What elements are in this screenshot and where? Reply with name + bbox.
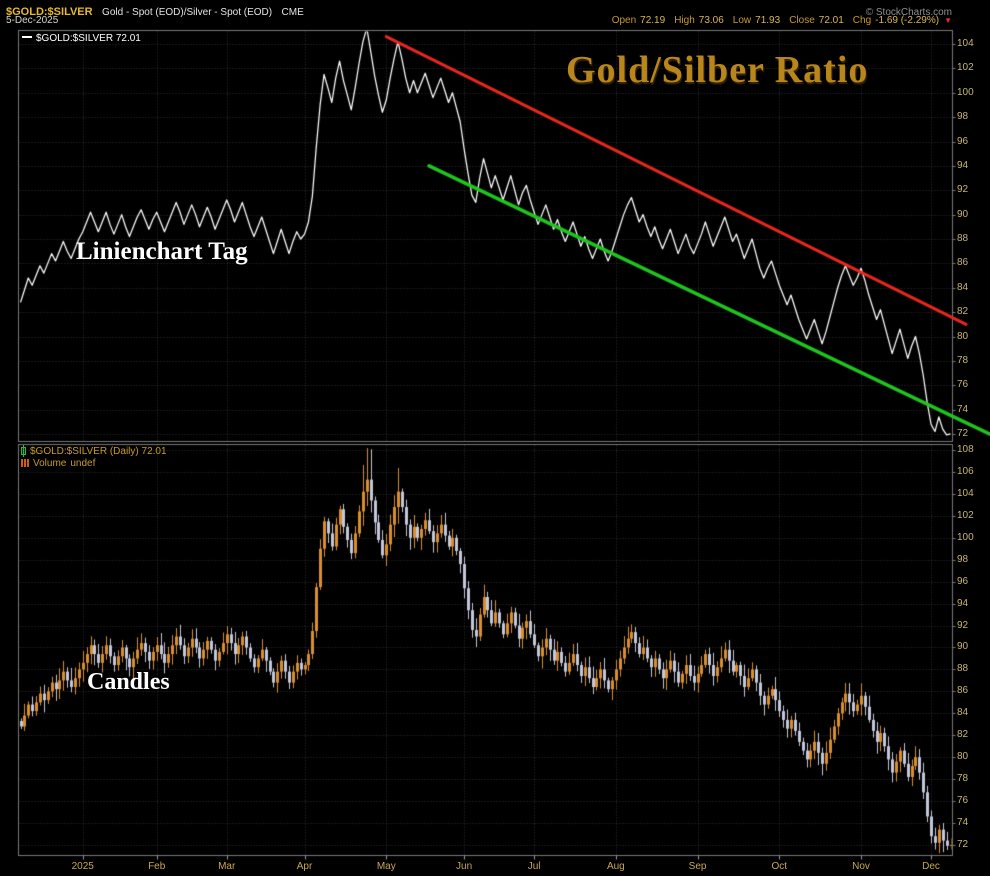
close-value: 72.01 — [818, 15, 844, 26]
change-value: -1.69 (-2.29%) — [875, 15, 940, 26]
candle-series-label: $GOLD:$SILVER (Daily) 72.01 — [30, 446, 167, 457]
volume-value: undef — [70, 458, 96, 469]
ticker-symbol: $GOLD:$SILVER — [6, 6, 93, 18]
line-panel-legend: $GOLD:$SILVER 72.01 — [22, 33, 141, 44]
volume-label: Volume — [33, 458, 67, 469]
low-value: 71.93 — [755, 15, 781, 26]
candle-panel-legend: $GOLD:$SILVER (Daily) 72.01 Volume undef — [21, 445, 167, 470]
open-value: 72.19 — [640, 15, 666, 26]
close-label: Close — [789, 15, 815, 26]
high-label: High — [674, 15, 695, 26]
high-value: 73.06 — [698, 15, 724, 26]
exchange-label: CME — [281, 7, 304, 18]
line-swatch-icon — [22, 36, 32, 38]
change-down-arrow-icon: ▼ — [944, 16, 952, 25]
candlestick-icon — [21, 445, 26, 457]
quote-summary: Open 72.19 High 73.06 Low 71.93 Close 72… — [612, 15, 952, 26]
chart-subheader-row: 5-Dec-2025 Open 72.19 High 73.06 Low 71.… — [6, 15, 952, 26]
copyright-label: © StockCharts.com — [865, 7, 952, 18]
open-label: Open — [611, 15, 637, 26]
change-label: Chg — [852, 15, 872, 26]
annotation-line-chart-label: Linienchart Tag — [76, 238, 248, 265]
ticker-description: Gold - Spot (EOD)/Silver - Spot (EOD) — [102, 7, 273, 18]
annotation-title: Gold/Silber Ratio — [566, 49, 869, 91]
line-panel-legend-text: $GOLD:$SILVER 72.01 — [36, 33, 141, 44]
ticker-info: $GOLD:$SILVER Gold - Spot (EOD)/Silver -… — [6, 2, 304, 20]
annotation-candles-label: Candles — [87, 669, 170, 695]
chart-date: 5-Dec-2025 — [6, 15, 59, 26]
low-label: Low — [732, 15, 752, 26]
volume-icon — [21, 459, 29, 467]
chart-header-row: $GOLD:$SILVER Gold - Spot (EOD)/Silver -… — [6, 2, 952, 20]
